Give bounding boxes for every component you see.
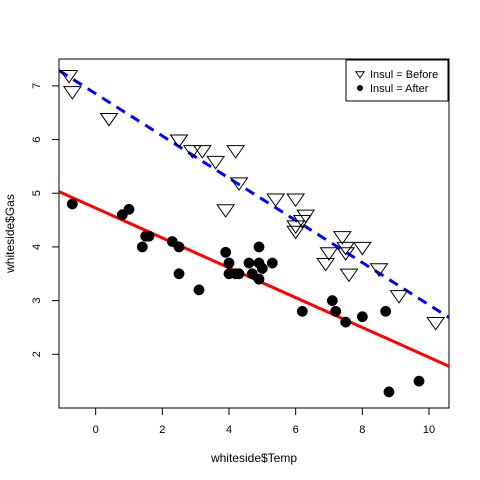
data-point [336, 241, 356, 256]
x-tick-label: 0 [93, 424, 99, 436]
data-point [62, 86, 82, 100]
y-tick-label: 2 [31, 351, 43, 357]
y-tick-label: 5 [31, 190, 43, 196]
data-point [253, 273, 265, 285]
series-points [66, 198, 425, 398]
y-tick-label: 6 [31, 136, 43, 142]
data-point [352, 241, 372, 256]
data-point [123, 203, 135, 215]
plot-frame [58, 58, 450, 409]
y-tick-label: 7 [31, 83, 43, 89]
fit-line [59, 69, 449, 319]
data-point [253, 241, 265, 253]
series-points [59, 70, 446, 331]
data-point [340, 316, 352, 328]
legend-marker [354, 71, 366, 79]
x-tick-label: 4 [226, 424, 232, 436]
data-point [182, 145, 202, 159]
data-point [369, 263, 389, 277]
data-point [389, 290, 409, 304]
data-point [173, 268, 185, 280]
data-point [266, 257, 278, 269]
x-axis: 0 2 4 6 8 10 [93, 408, 435, 436]
data-point [413, 375, 425, 387]
y-tick-label: 3 [31, 298, 43, 304]
legend-label: Insul = Before [370, 69, 438, 81]
data-point [286, 220, 306, 234]
data-point [296, 305, 308, 317]
data-point [330, 305, 342, 317]
data-point [66, 198, 78, 210]
data-point [220, 246, 232, 258]
y-axis: 2 3 4 5 6 7 [31, 83, 59, 357]
x-axis-title: whiteside$Temp [210, 451, 297, 465]
data-point [223, 257, 235, 269]
data-point [296, 209, 316, 224]
fit-lines [59, 69, 449, 368]
legend-box [345, 59, 449, 102]
data-point [426, 317, 446, 331]
data-point [356, 311, 368, 323]
data-point [286, 225, 306, 240]
x-tick-label: 2 [159, 424, 165, 436]
data-point [243, 257, 255, 269]
data-point [332, 231, 352, 245]
data-point [336, 247, 356, 261]
data-point [266, 193, 286, 208]
x-tick-label: 6 [293, 424, 299, 436]
legend: Insul = Before Insul = After [345, 59, 449, 102]
data-point [339, 268, 359, 283]
data-point [206, 155, 226, 170]
legend-label: Insul = After [370, 83, 429, 95]
data-point [143, 230, 155, 242]
x-tick-label: 10 [423, 424, 435, 436]
data-point [99, 112, 119, 127]
y-tick-label: 4 [31, 244, 43, 250]
data-point [216, 204, 236, 218]
data-point [59, 70, 79, 84]
data-point [326, 295, 338, 307]
data-point [316, 257, 336, 272]
legend-marker [357, 85, 363, 91]
data-point [226, 145, 246, 159]
data-point [193, 284, 205, 296]
data-point [229, 177, 249, 192]
data-point [169, 134, 189, 149]
data-point [192, 145, 212, 159]
data-point [380, 305, 392, 317]
data-point [233, 268, 245, 280]
data-point [319, 247, 339, 261]
data-point [286, 193, 306, 208]
data-point [256, 262, 268, 274]
data-point [383, 386, 395, 398]
data-point [136, 241, 148, 253]
y-axis-title: whiteside$Gas [3, 194, 17, 274]
data-point [173, 241, 185, 253]
x-tick-label: 8 [359, 424, 365, 436]
